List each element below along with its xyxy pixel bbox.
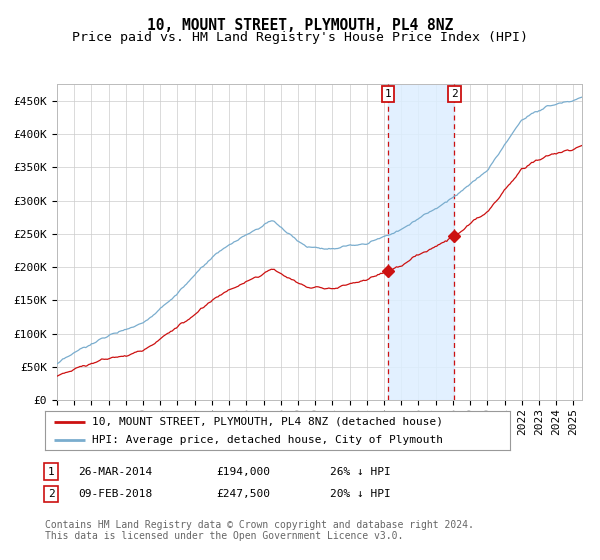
Text: 1: 1 [385, 89, 391, 99]
Text: 26-MAR-2014: 26-MAR-2014 [78, 466, 152, 477]
Text: 2: 2 [451, 89, 458, 99]
Text: 2: 2 [47, 489, 55, 499]
Text: 20% ↓ HPI: 20% ↓ HPI [330, 489, 391, 499]
Text: 10, MOUNT STREET, PLYMOUTH, PL4 8NZ (detached house): 10, MOUNT STREET, PLYMOUTH, PL4 8NZ (det… [91, 417, 443, 427]
Text: HPI: Average price, detached house, City of Plymouth: HPI: Average price, detached house, City… [91, 435, 443, 445]
Text: 26% ↓ HPI: 26% ↓ HPI [330, 466, 391, 477]
Text: 09-FEB-2018: 09-FEB-2018 [78, 489, 152, 499]
Text: Contains HM Land Registry data © Crown copyright and database right 2024.
This d: Contains HM Land Registry data © Crown c… [45, 520, 474, 542]
Text: £247,500: £247,500 [216, 489, 270, 499]
Bar [388, 84, 454, 400]
Text: 10, MOUNT STREET, PLYMOUTH, PL4 8NZ: 10, MOUNT STREET, PLYMOUTH, PL4 8NZ [147, 18, 453, 33]
Text: £194,000: £194,000 [216, 466, 270, 477]
Text: 1: 1 [47, 466, 55, 477]
Text: Price paid vs. HM Land Registry's House Price Index (HPI): Price paid vs. HM Land Registry's House … [72, 31, 528, 44]
